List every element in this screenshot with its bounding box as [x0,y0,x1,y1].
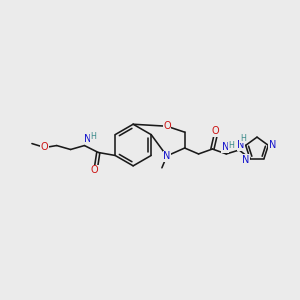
Text: H: H [228,140,234,149]
Text: H: H [240,134,246,143]
Text: N: N [84,134,91,144]
Text: N: N [242,154,250,165]
Text: N: N [222,142,229,152]
Text: H: H [90,132,96,141]
Text: N: N [268,140,276,150]
Text: N: N [237,140,244,150]
Text: O: O [163,121,171,131]
Text: O: O [41,142,49,152]
Text: N: N [163,152,170,161]
Text: O: O [91,165,98,175]
Text: O: O [212,126,219,136]
